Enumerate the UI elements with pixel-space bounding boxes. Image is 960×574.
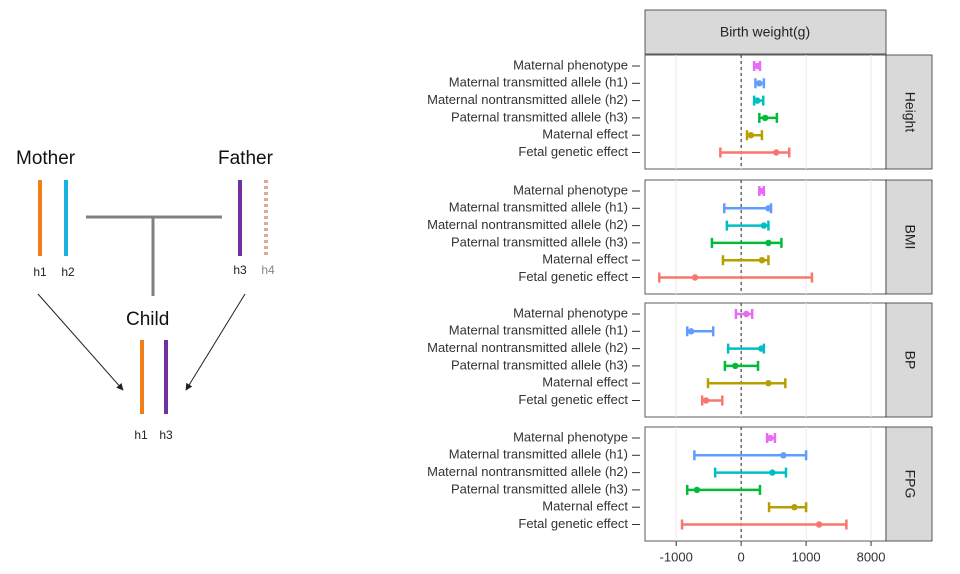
point (702, 397, 710, 404)
point (758, 257, 766, 264)
point (791, 504, 798, 511)
point (769, 469, 776, 476)
haplotype-label: h2 (61, 265, 75, 279)
point (815, 521, 823, 528)
x-tick-label: -1000 (660, 549, 693, 564)
panel (644, 302, 887, 418)
panel-strip (885, 54, 933, 170)
row-label: Maternal phenotype (513, 57, 628, 72)
row-label: Maternal effect (542, 499, 628, 514)
panel-label: BMI (902, 225, 918, 250)
row-label: Fetal genetic effect (518, 144, 628, 159)
father-label: Father (218, 148, 274, 169)
panel (644, 179, 887, 295)
haplotype-label: h1 (33, 265, 47, 279)
diagram: Mother Father Child h1 h2 h3 h4 h1 h3 (16, 148, 275, 442)
haplotype-label: h3 (233, 263, 247, 277)
point (756, 80, 763, 87)
point (765, 239, 772, 247)
point (765, 380, 772, 387)
point (687, 328, 695, 335)
row-label: Paternal transmitted allele (h3) (451, 481, 628, 496)
point (761, 114, 769, 122)
point (747, 132, 755, 139)
panel-label: FPG (902, 470, 918, 499)
x-tick-label: 8000 (857, 549, 886, 564)
haplotype-label: h3 (159, 428, 173, 442)
panel-strip (885, 302, 933, 418)
haplotype-label: h4 (261, 263, 275, 277)
row-label: Fetal genetic effect (518, 269, 628, 284)
arrow (37, 293, 124, 391)
row-label: Maternal effect (542, 252, 628, 267)
point (767, 434, 774, 442)
point (754, 97, 761, 104)
point (732, 362, 739, 370)
panel-label: Height (902, 92, 918, 133)
point (758, 345, 765, 352)
mother-label: Mother (16, 148, 76, 169)
row-label: Fetal genetic effect (518, 516, 628, 531)
row-label: Maternal nontransmitted allele (h2) (427, 217, 628, 232)
haplotype-label: h1 (134, 428, 148, 442)
child-label: Child (126, 309, 169, 330)
row-label: Fetal genetic effect (518, 392, 628, 407)
x-tick-label: 1000 (792, 549, 821, 564)
point (780, 452, 787, 459)
row-label: Maternal nontransmitted allele (h2) (427, 340, 628, 355)
point (758, 187, 765, 195)
row-label: Maternal transmitted allele (h1) (449, 447, 628, 462)
point (691, 274, 699, 281)
row-label: Maternal transmitted allele (h1) (449, 200, 628, 215)
row-label: Paternal transmitted allele (h3) (451, 109, 628, 124)
row-label: Maternal nontransmitted allele (h2) (427, 92, 628, 107)
row-label: Paternal transmitted allele (h3) (451, 234, 628, 249)
point (693, 486, 701, 494)
x-tick-label: 0 (738, 549, 745, 564)
chart-title: Birth weight(g) (720, 24, 810, 40)
row-label: Maternal phenotype (513, 305, 628, 320)
row-label: Maternal transmitted allele (h1) (449, 75, 628, 90)
row-label: Maternal transmitted allele (h1) (449, 323, 628, 338)
row-label: Maternal effect (542, 127, 628, 142)
panel (644, 54, 887, 170)
row-label: Maternal phenotype (513, 429, 628, 444)
row-label: Maternal phenotype (513, 182, 628, 197)
point (765, 205, 772, 212)
arrow (185, 293, 246, 391)
row-label: Maternal effect (542, 375, 628, 390)
header-strip (644, 9, 887, 55)
panel-strip (885, 179, 933, 295)
point (754, 62, 761, 70)
point (773, 149, 780, 156)
row-label: Maternal nontransmitted allele (h2) (427, 464, 628, 479)
panel-label: BP (902, 351, 918, 370)
point (760, 222, 768, 229)
panel-strip (885, 426, 933, 542)
point (743, 310, 750, 318)
row-label: Paternal transmitted allele (h3) (451, 357, 628, 372)
